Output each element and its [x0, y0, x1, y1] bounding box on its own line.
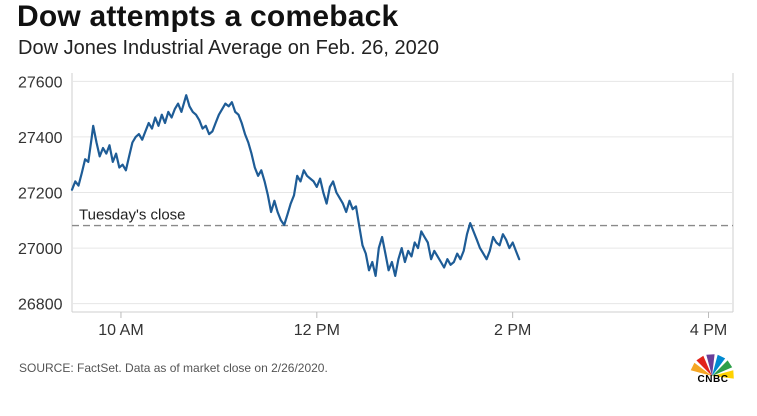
- y-tick-label: 26800: [18, 297, 63, 314]
- reference-line-group: Tuesday's close: [72, 207, 733, 227]
- reference-line-label: Tuesday's close: [79, 207, 186, 224]
- x-tick-label: 2 PM: [494, 322, 531, 339]
- peacock-feather: [690, 362, 712, 376]
- y-tick-label: 27400: [18, 130, 63, 147]
- x-tick-label: 12 PM: [294, 322, 340, 339]
- series-group: [70, 94, 521, 277]
- y-axis: 27600 27400 27200 27000 26800: [18, 74, 63, 313]
- chart-subtitle: Dow Jones Industrial Average on Feb. 26,…: [18, 37, 440, 59]
- cnbc-logo-text: CNBC: [697, 374, 729, 385]
- series-line: [70, 94, 521, 277]
- source-note: SOURCE: FactSet. Data as of market close…: [19, 361, 328, 375]
- chart-title: Dow attempts a comeback: [17, 0, 399, 33]
- cnbc-peacock-logo-icon: [690, 354, 734, 379]
- x-tick-label: 10 AM: [98, 322, 143, 339]
- y-tick-label: 27600: [18, 74, 63, 91]
- x-axis: 10 AM 12 PM 2 PM 4 PM: [98, 312, 727, 339]
- peacock-feather: [712, 354, 726, 376]
- peacock-feather: [712, 370, 734, 379]
- peacock-feather: [706, 354, 715, 376]
- peacock-feather: [696, 355, 712, 376]
- x-tick-label: 4 PM: [690, 322, 727, 339]
- peacock-feather: [712, 360, 733, 376]
- y-tick-label: 27000: [18, 241, 63, 258]
- y-tick-label: 27200: [18, 186, 63, 203]
